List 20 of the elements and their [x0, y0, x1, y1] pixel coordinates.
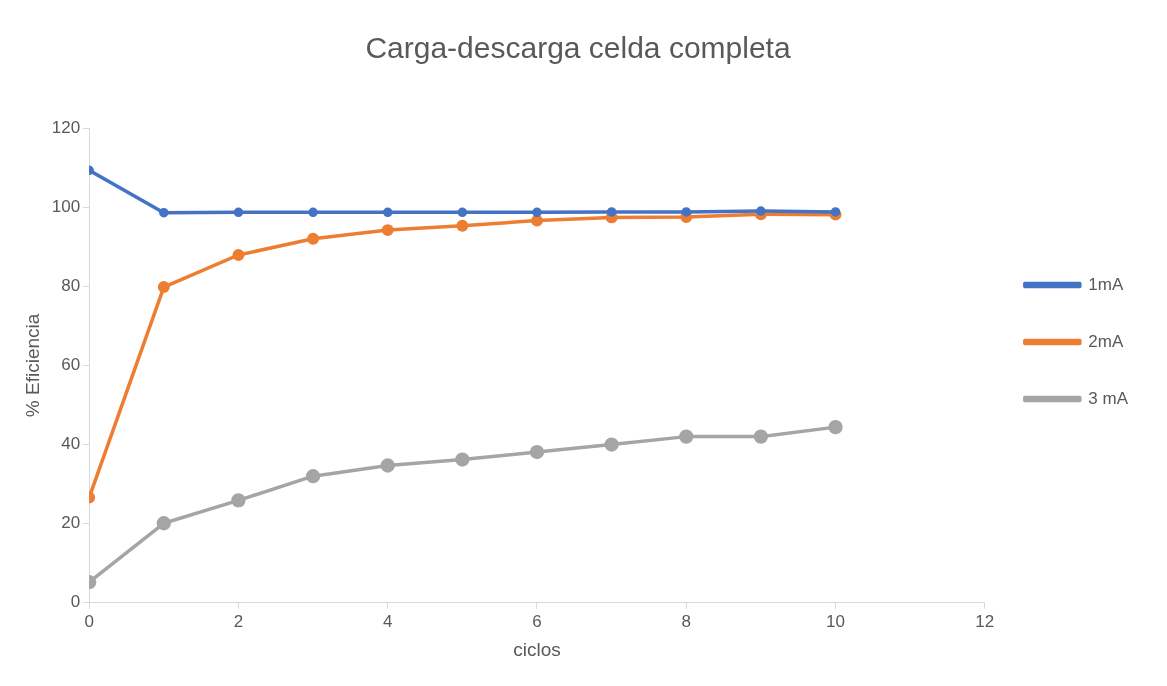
legend-label: 2mA	[1088, 331, 1124, 351]
y-tick-label: 0	[70, 592, 81, 612]
x-axis-title: ciclos	[513, 638, 561, 660]
x-tick-label: 6	[532, 611, 542, 631]
y-axis-title: % Eficiencia	[21, 313, 43, 418]
x-tick-label: 10	[826, 611, 846, 631]
x-tick-label: 2	[233, 611, 244, 631]
x-tick-label: 0	[84, 611, 94, 631]
x-tick-label: 12	[975, 611, 995, 631]
x-tick-label: 8	[681, 611, 691, 631]
y-tick-label: 40	[61, 434, 81, 454]
legend-label: 3 mA	[1088, 388, 1129, 408]
y-tick-label: 80	[61, 275, 81, 295]
y-tick-label: 100	[51, 196, 81, 216]
chart-title: Carga-descarga celda completa	[365, 31, 791, 65]
y-tick-label: 20	[61, 513, 81, 533]
legend-label: 1mA	[1088, 274, 1124, 294]
x-tick-label: 4	[382, 611, 393, 631]
y-tick-label: 120	[51, 117, 81, 137]
y-tick-label: 60	[61, 355, 81, 375]
